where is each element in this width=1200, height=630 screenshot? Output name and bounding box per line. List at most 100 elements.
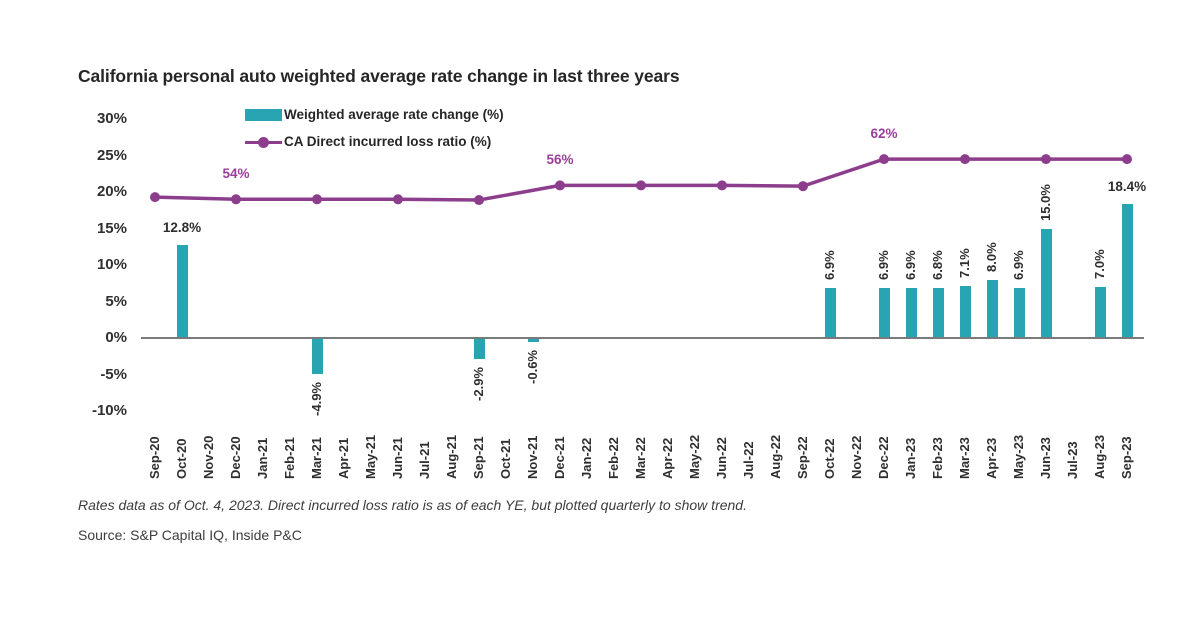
legend-line-marker-icon: [258, 136, 269, 148]
x-axis-tick-label: Jul-21: [417, 441, 432, 479]
bar-value-label: 8.0%: [984, 241, 999, 272]
legend-bar-label: Weighted average rate change (%): [284, 107, 504, 122]
bar-Aug-23: [1094, 286, 1106, 337]
y-axis-tick-label: 10%: [96, 256, 127, 273]
bar-value-label: -2.9%: [471, 367, 486, 402]
y-axis-tick-label: -10%: [91, 402, 127, 419]
bar-Dec-22: [878, 287, 890, 337]
x-axis-tick-label: Jul-22: [741, 441, 756, 479]
x-axis-tick-label: Feb-21: [282, 437, 297, 479]
y-axis-tick-label: 15%: [96, 219, 127, 237]
loss-ratio-marker-Sep-23: [1122, 154, 1132, 165]
loss-ratio-marker-Dec-21: [555, 180, 565, 191]
x-axis-tick-label: Mar-22: [633, 437, 648, 479]
loss-ratio-marker-Sep-21: [474, 195, 484, 206]
loss-ratio-label-Dec-21: 56%: [546, 152, 574, 168]
x-axis-tick-label: Nov-20: [201, 435, 216, 479]
loss-ratio-marker-Dec-20: [231, 194, 241, 205]
y-axis-tick-label: -5%: [100, 365, 127, 383]
bar-Nov-21: [527, 339, 539, 343]
loss-ratio-label-Dec-20: 54%: [222, 166, 250, 182]
y-axis-tick-label: 5%: [105, 292, 127, 310]
y-axis-tick-label: 30%: [96, 110, 127, 127]
x-axis-tick-label: Dec-22: [876, 436, 891, 479]
x-axis-tick-label: Jan-22: [579, 437, 594, 479]
x-axis-tick-label: Oct-22: [822, 438, 837, 479]
loss-ratio-line: [154, 157, 1127, 202]
legend-bar-swatch: [245, 109, 282, 121]
loss-ratio-marker-Mar-23: [960, 154, 970, 165]
x-axis-tick-label: Jul-23: [1065, 441, 1080, 479]
bar-value-label: -4.9%: [309, 381, 324, 416]
loss-ratio-marker-Jun-22: [717, 180, 727, 191]
bar-Jan-23: [905, 287, 917, 337]
loss-ratio-marker-Sep-20: [150, 192, 160, 203]
x-axis-zero-line: [141, 337, 1144, 339]
bar-Mar-23: [959, 286, 971, 337]
x-axis-tick-label: Dec-20: [228, 436, 243, 479]
bar-Oct-20: [176, 244, 188, 337]
x-axis-tick-label: Oct-21: [498, 438, 513, 479]
bar-value-label: 7.0%: [1092, 249, 1107, 279]
x-axis-tick-label: May-23: [1011, 434, 1026, 479]
bar-value-label: 6.8%: [930, 250, 945, 281]
x-axis-tick-label: May-22: [687, 434, 702, 479]
chart-source: Source: S&P Capital IQ, Inside P&C: [78, 527, 302, 543]
bar-value-label: 7.1%: [957, 248, 972, 279]
x-axis-tick-label: Sep-22: [795, 436, 810, 479]
x-axis-tick-label: Mar-23: [957, 437, 972, 479]
x-axis-tick-label: Aug-22: [768, 434, 783, 479]
x-axis-tick-label: Nov-22: [849, 435, 864, 479]
bar-value-label: 6.9%: [822, 249, 837, 280]
bar-value-label: 6.9%: [1011, 249, 1026, 280]
x-axis-tick-label: Jun-21: [390, 437, 405, 479]
loss-ratio-marker-Mar-21: [312, 194, 322, 205]
x-axis-tick-label: Feb-23: [930, 437, 945, 479]
x-axis-tick-label: Sep-20: [147, 436, 162, 479]
y-axis-tick-label: 25%: [96, 146, 127, 164]
bar-May-23: [1013, 287, 1025, 337]
loss-ratio-label-Dec-22: 62%: [870, 126, 898, 142]
loss-ratio-marker-Mar-22: [636, 180, 646, 191]
bar-Feb-23: [932, 288, 944, 337]
bar-Oct-22: [824, 287, 836, 337]
bar-value-label: 18.4%: [1107, 178, 1147, 194]
x-axis-tick-label: Apr-22: [660, 437, 675, 479]
y-axis-tick-label: 20%: [96, 183, 127, 200]
chart-title: California personal auto weighted averag…: [78, 66, 680, 86]
x-axis-tick-label: Feb-22: [606, 437, 621, 479]
bar-Sep-23: [1121, 203, 1133, 337]
bar-Jun-23: [1040, 228, 1052, 337]
bar-Sep-21: [473, 339, 485, 360]
x-axis-tick-label: Apr-23: [984, 437, 999, 479]
loss-ratio-marker-Jun-23: [1041, 154, 1051, 165]
x-axis-tick-label: Dec-21: [552, 436, 567, 479]
bar-value-label: 6.9%: [876, 249, 891, 280]
x-axis-tick-label: Sep-21: [471, 436, 486, 479]
x-axis-tick-label: Jun-22: [714, 437, 729, 479]
x-axis-tick-label: Aug-23: [1092, 434, 1107, 479]
chart-footnote: Rates data as of Oct. 4, 2023. Direct in…: [78, 497, 747, 513]
bar-Apr-23: [986, 279, 998, 337]
loss-ratio-marker-Sep-22: [798, 181, 808, 192]
x-axis-tick-label: Jan-21: [255, 437, 270, 479]
loss-ratio-marker-Dec-22: [879, 154, 889, 165]
x-axis-tick-label: Nov-21: [525, 435, 540, 479]
bar-value-label: -0.6%: [525, 350, 540, 385]
bar-Mar-21: [311, 339, 323, 374]
bar-value-label: 15.0%: [1038, 183, 1053, 221]
y-axis-tick-label: 0%: [105, 329, 127, 346]
bar-value-label: 6.9%: [903, 249, 918, 280]
x-axis-tick-label: Jan-23: [903, 437, 918, 479]
x-axis-tick-label: Oct-20: [174, 438, 189, 479]
x-axis-tick-label: Sep-23: [1119, 436, 1134, 479]
x-axis-tick-label: Jun-23: [1038, 437, 1053, 479]
x-axis-tick-label: Aug-21: [444, 434, 459, 479]
bar-value-label: 12.8%: [162, 219, 202, 235]
legend-line-label: CA Direct incurred loss ratio (%): [284, 134, 492, 149]
legend-line-swatch: [245, 136, 282, 148]
x-axis-tick-label: May-21: [363, 434, 378, 479]
loss-ratio-marker-Jun-21: [393, 194, 403, 205]
x-axis-tick-label: Apr-21: [336, 437, 351, 479]
